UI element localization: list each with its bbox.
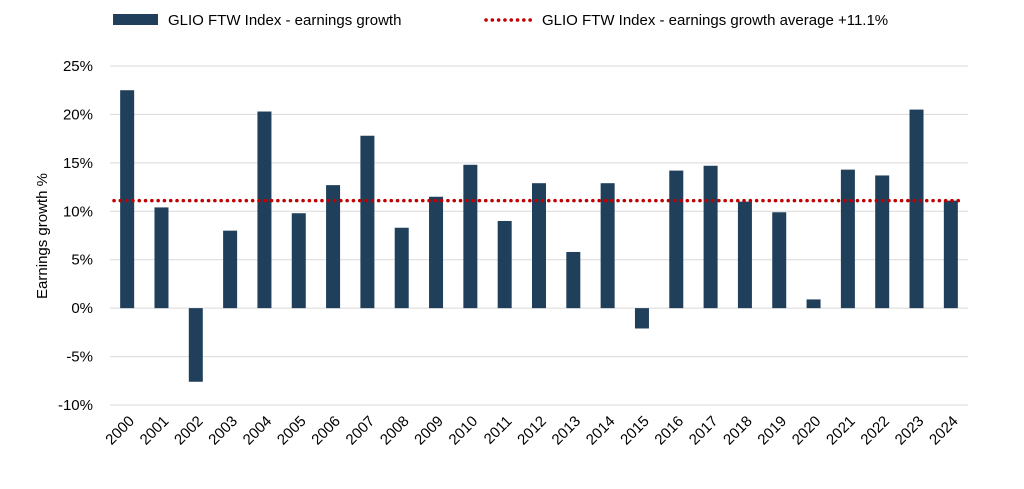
bar: [360, 135, 375, 309]
y-axis-ticks: -10% -5% 0% 5% 10% 15% 20% 25%: [58, 58, 93, 414]
y-tick-label: 25%: [63, 58, 93, 75]
bar: [772, 212, 787, 309]
bar: [326, 185, 341, 309]
bar: [806, 299, 821, 309]
bar: [257, 111, 272, 309]
bar: [223, 230, 238, 309]
x-tick-label: 2015: [617, 413, 653, 449]
x-tick-label: 2012: [514, 413, 550, 449]
y-tick-label: 10%: [63, 203, 93, 220]
bar: [875, 175, 890, 309]
x-tick-label: 2014: [583, 413, 619, 449]
bar: [600, 183, 615, 309]
bar: [154, 207, 169, 309]
bar: [532, 183, 546, 309]
x-tick-label: 2011: [481, 413, 516, 448]
legend-swatch-bars: [113, 14, 158, 25]
bar: [669, 170, 684, 309]
bar: [840, 169, 855, 309]
x-tick-label: 2024: [926, 413, 962, 449]
bar: [188, 308, 203, 382]
y-tick-label: 15%: [63, 155, 93, 172]
bar: [291, 213, 306, 309]
x-tick-label: 2023: [892, 413, 928, 449]
x-tick-label: 2010: [446, 413, 482, 449]
x-tick-label: 2004: [240, 413, 276, 449]
gridlines: [110, 65, 968, 406]
y-tick-label: 20%: [63, 106, 93, 123]
y-tick-label: 5%: [71, 252, 93, 269]
y-tick-label: -5%: [66, 349, 93, 366]
x-tick-label: 2019: [754, 413, 790, 449]
x-tick-label: 2005: [274, 413, 310, 449]
bar: [566, 251, 581, 309]
x-tick-label: 2002: [171, 413, 207, 449]
bar: [703, 165, 718, 309]
legend: GLIO FTW Index - earnings growth GLIO FT…: [113, 12, 888, 29]
x-tick-label: 2009: [411, 413, 447, 449]
bars: [120, 90, 958, 382]
x-tick-label: 2016: [651, 413, 687, 449]
bar: [634, 308, 649, 329]
x-tick-label: 2013: [549, 413, 585, 449]
x-tick-label: 2007: [343, 413, 379, 449]
x-axis-ticks: 2000200120022003200420052006200720082009…: [102, 413, 961, 449]
x-tick-label: 2021: [823, 413, 859, 449]
x-tick-label: 2003: [205, 413, 241, 449]
x-tick-label: 2008: [377, 413, 413, 449]
x-tick-label: 2001: [137, 413, 173, 449]
bar: [497, 220, 512, 309]
bar: [394, 227, 409, 309]
x-tick-label: 2022: [857, 413, 893, 449]
x-tick-label: 2000: [102, 413, 138, 449]
x-tick-label: 2017: [686, 413, 722, 449]
x-tick-label: 2018: [720, 413, 756, 449]
bar: [737, 201, 752, 309]
y-tick-label: 0%: [71, 300, 93, 317]
x-tick-label: 2006: [308, 413, 344, 449]
bar: [909, 109, 924, 309]
bar: [429, 196, 444, 309]
legend-label-bars: GLIO FTW Index - earnings growth: [168, 12, 401, 29]
y-axis-title: Earnings growth %: [34, 173, 51, 299]
legend-label-average: GLIO FTW Index - earnings growth average…: [542, 12, 888, 29]
x-tick-label: 2020: [789, 413, 825, 449]
y-tick-label: -10%: [58, 397, 93, 414]
bar: [463, 164, 478, 309]
bar: [943, 200, 958, 309]
